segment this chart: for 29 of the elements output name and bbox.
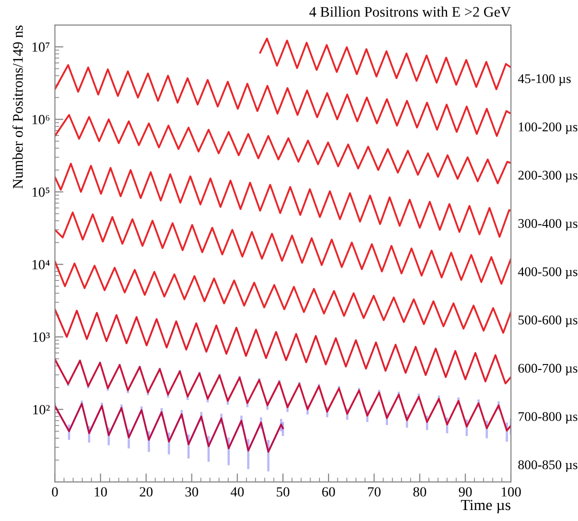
x-tick-label: 50 — [276, 487, 290, 497]
x-tick-label: 60 — [322, 487, 335, 497]
x-tick-label: 70 — [368, 487, 381, 497]
y-tick-label: 10⁵ — [32, 187, 50, 197]
x-tick-label: 20 — [140, 487, 153, 497]
y-tick-label: 10³ — [33, 332, 50, 342]
y-tick-label: 10⁶ — [32, 114, 50, 124]
y-tick-label: 10⁴ — [32, 260, 50, 270]
series-label: 500-600 µs — [518, 316, 578, 328]
series-label: 300-400 µs — [518, 219, 578, 231]
series-label: 700-800 µs — [518, 412, 578, 424]
text: 800-850 µs — [518, 460, 578, 472]
series-label: 200-300 µs — [518, 170, 578, 182]
x-tick-label: 90 — [458, 487, 472, 497]
y-axis-title: Number of Positrons/149 ns — [12, 26, 23, 189]
series-label: 45-100 µs — [518, 74, 571, 86]
x-tick-label: 80 — [413, 487, 426, 497]
series-label: 100-200 µs — [518, 122, 578, 134]
x-axis-title: Time µs — [460, 500, 510, 514]
x-tick-label: 40 — [230, 487, 244, 497]
x-tick-label: 0 — [52, 487, 58, 497]
series-label: 400-500 µs — [518, 267, 578, 279]
y-tick-label: 10² — [33, 404, 50, 414]
x-tick-label: 10 — [94, 487, 107, 497]
chart-title: 4 Billion Positrons with E >2 GeV — [309, 6, 511, 17]
series-label: 600-700 µs — [518, 364, 578, 376]
x-tick-label: 100 — [502, 487, 521, 497]
x-tick-label: 30 — [185, 487, 198, 497]
y-tick-label: 10⁷ — [32, 42, 50, 52]
